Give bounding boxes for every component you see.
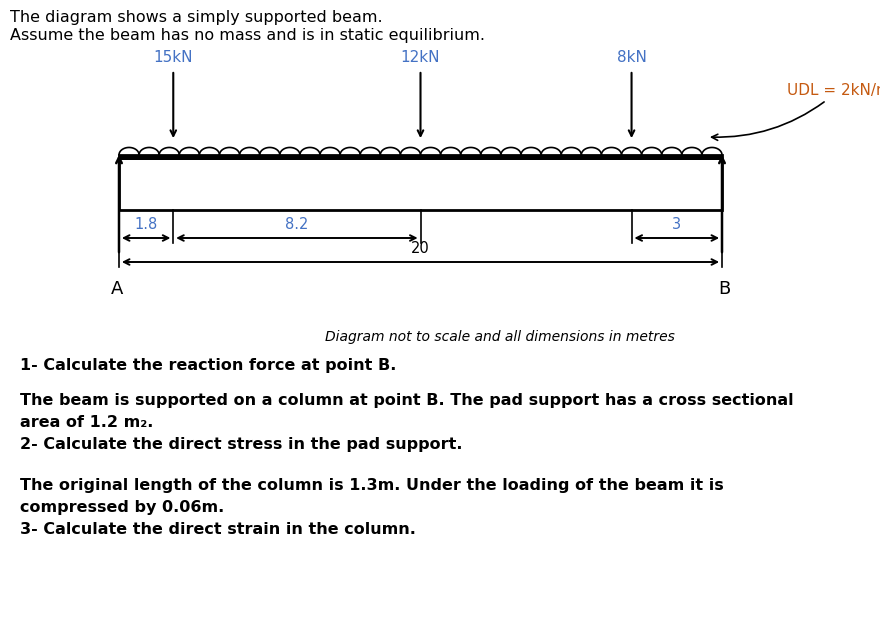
- Text: A: A: [111, 280, 123, 298]
- Bar: [119, 155, 722, 210]
- Text: 3- Calculate the direct strain in the column.: 3- Calculate the direct strain in the co…: [20, 522, 416, 537]
- Text: Assume the beam has no mass and is in static equilibrium.: Assume the beam has no mass and is in st…: [10, 28, 485, 43]
- Text: 12kN: 12kN: [400, 50, 440, 65]
- Text: compressed by 0.06m.: compressed by 0.06m.: [20, 500, 224, 515]
- Text: B: B: [718, 280, 730, 298]
- Text: 3: 3: [672, 217, 681, 232]
- Text: 20: 20: [411, 241, 429, 256]
- Text: The diagram shows a simply supported beam.: The diagram shows a simply supported bea…: [10, 10, 383, 25]
- Text: The original length of the column is 1.3m. Under the loading of the beam it is: The original length of the column is 1.3…: [20, 478, 723, 493]
- Text: 1- Calculate the reaction force at point B.: 1- Calculate the reaction force at point…: [20, 358, 396, 373]
- Text: The beam is supported on a column at point B. The pad support has a cross sectio: The beam is supported on a column at poi…: [20, 393, 794, 408]
- Text: 1.8: 1.8: [135, 217, 158, 232]
- Bar: [119, 155, 722, 160]
- Text: 2- Calculate the direct stress in the pad support.: 2- Calculate the direct stress in the pa…: [20, 437, 463, 452]
- Text: 8.2: 8.2: [285, 217, 309, 232]
- Text: Diagram not to scale and all dimensions in metres: Diagram not to scale and all dimensions …: [325, 330, 675, 344]
- Text: area of 1.2 m₂.: area of 1.2 m₂.: [20, 415, 153, 430]
- Text: 15kN: 15kN: [153, 50, 193, 65]
- Text: UDL = 2kN/m: UDL = 2kN/m: [712, 82, 880, 140]
- Text: 8kN: 8kN: [617, 50, 647, 65]
